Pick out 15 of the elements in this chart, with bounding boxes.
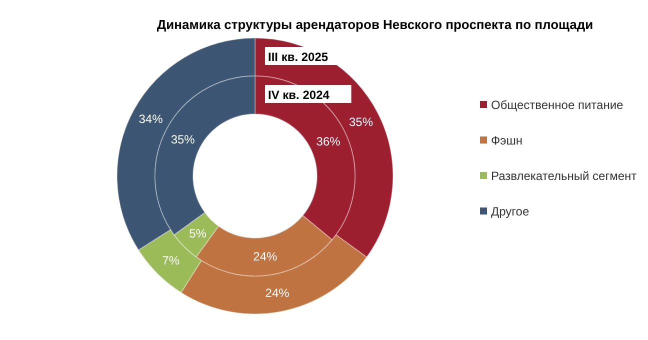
data-label: 35% xyxy=(349,115,374,130)
data-label: 7% xyxy=(162,253,180,268)
legend-label: Фэшн xyxy=(491,134,522,148)
legend-label: Другое xyxy=(491,204,530,219)
data-label: 24% xyxy=(265,286,290,300)
data-label: 34% xyxy=(138,112,164,126)
data-label: 5% xyxy=(189,226,207,240)
slice-label: III кв. 2025 xyxy=(268,50,328,64)
chart-title: Динамика структуры арендаторов Невского проспекта по площади xyxy=(156,17,594,32)
data-label: 24% xyxy=(253,250,278,264)
data-label: 35% xyxy=(170,132,196,146)
data-label: 36% xyxy=(316,134,341,149)
legend-label: Развлекательный сегмент xyxy=(491,169,638,184)
legend-label: Общественное питание xyxy=(491,98,624,112)
slice-label: IV кв. 2024 xyxy=(268,88,330,102)
